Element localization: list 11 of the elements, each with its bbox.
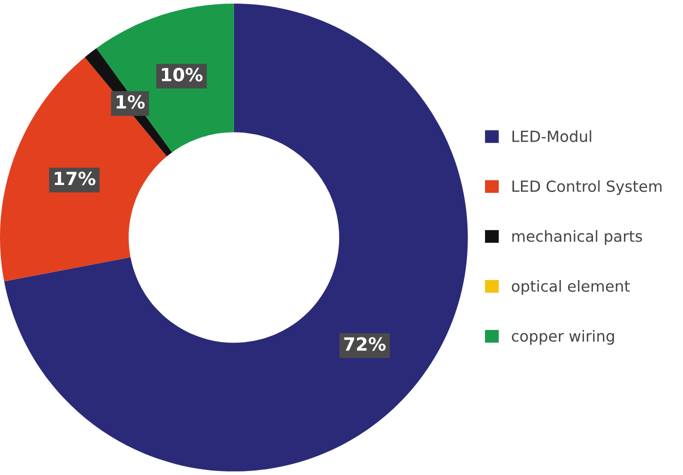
- data-label: 10%: [162, 68, 203, 82]
- legend-label: copper wiring: [512, 330, 614, 345]
- legend-label: LED Control System: [512, 180, 662, 195]
- legend-label: optical element: [512, 280, 630, 295]
- donut-slice: [4, 4, 468, 472]
- donut-slice: [96, 4, 234, 152]
- legend-label: mechanical parts: [512, 230, 642, 245]
- data-label: 72%: [344, 337, 386, 351]
- data-label: 17%: [54, 172, 96, 186]
- legend-label: LED-Modul: [512, 130, 592, 142]
- data-label: 1%: [116, 95, 145, 109]
